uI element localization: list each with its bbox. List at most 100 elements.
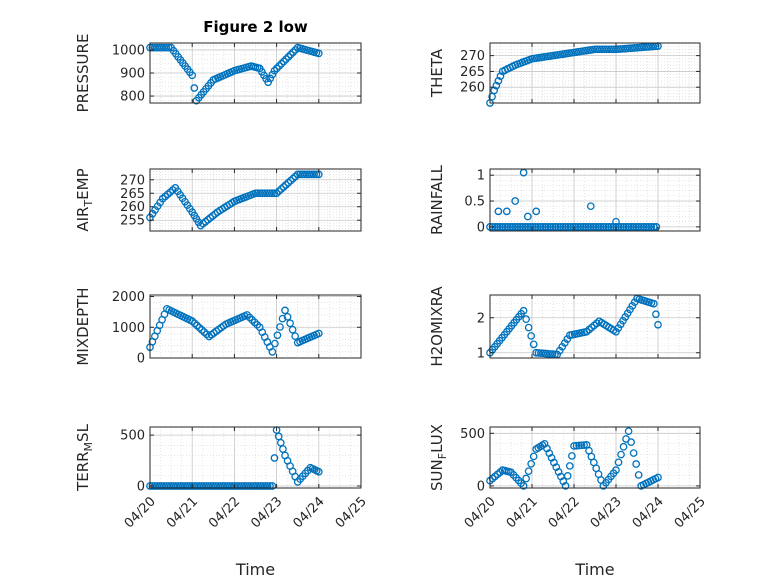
y-tick-label: 1 [477,346,485,361]
data-point [529,452,538,461]
data-point [639,223,648,231]
data-point [534,223,542,231]
data-point [270,189,279,198]
y-axis-label: PRESSURE [74,34,92,113]
data-point [289,48,297,57]
y-tick-label: 260 [460,81,485,96]
data-point [225,482,234,490]
data-point [188,71,197,80]
chart-panel-mixdepth: 0 1000 2000 MIXDEPTH [74,287,362,367]
x-axis-label: Time [235,560,275,579]
data-point [264,78,273,87]
data-point [200,328,209,336]
data-point [272,64,281,73]
data-point [649,223,658,231]
data-point [527,332,536,340]
data-point [565,462,574,470]
y-axis-label: H2OMIXRA [428,286,446,367]
data-point [496,223,504,231]
y-tick-label: 500 [120,429,145,444]
data-point [586,223,595,231]
data-point [597,223,605,231]
data-point [527,459,536,468]
data-point [629,449,638,457]
y-tick-label: 500 [460,427,485,442]
x-tick-label: 04/21 [504,494,541,531]
data-point [637,223,646,231]
x-tick-label: 04/23 [588,494,625,531]
data-point [549,223,557,231]
axes-box [489,294,701,359]
data-point [617,450,625,459]
data-point [259,482,267,490]
data-point [288,325,297,334]
data-point [589,223,598,231]
y-tick-label: 0.5 [464,195,485,210]
data-point [162,43,171,52]
data-point [581,223,590,231]
y-tick-label: 1000 [112,321,145,336]
chart-panel-pressure: 800 900 1000 PRESSURE Figure 2 low [74,18,362,113]
x-tick-label: 04/24 [630,494,667,531]
data-point [577,441,586,450]
data-point [266,74,275,83]
axes-box [149,294,362,359]
data-point [193,321,201,330]
data-point [277,185,286,193]
y-tick-label: 0 [477,220,485,235]
data-point [579,223,588,231]
data-point [554,223,562,231]
data-point [614,458,623,467]
data-point [256,482,265,490]
data-point [647,223,656,231]
data-point [654,473,662,482]
chart-title: Figure 2 low [203,18,308,36]
y-tick-label: 270 [120,173,145,188]
data-point [268,482,277,490]
y-tick-label: 2000 [112,290,145,305]
data-point [607,223,615,231]
data-point [511,197,520,205]
data-point [604,223,613,231]
y-tick-label: 2 [477,311,485,326]
data-point [235,482,243,490]
data-point [188,317,197,325]
data-point [195,323,204,332]
y-tick-label: 265 [460,65,485,80]
data-point [276,323,284,331]
data-point [642,223,651,231]
data-point [503,223,512,231]
data-point [612,217,620,226]
data-point [591,223,600,231]
x-tick-label: 04/20 [462,494,499,531]
data-point [580,441,588,449]
data-point [594,223,603,231]
data-point [275,187,283,196]
data-point [619,442,628,451]
chart-panel-h2omixra: 1 2 H2OMIXRA [428,286,701,367]
data-point [268,189,276,198]
x-tick-label: 04/22 [206,494,243,531]
data-point [564,223,572,231]
data-point [556,223,565,231]
data-point [518,223,527,231]
data-point [539,223,547,231]
data-point [282,181,290,189]
x-tick-label: 04/22 [546,494,583,531]
x-tick-label: 04/23 [248,494,285,531]
data-point [529,340,538,349]
data-point [277,59,286,68]
chart-panel-terr-msl: 0 500 TERRMSL 04/20 04/21 04/22 04/23 04/24 04/2… [74,423,370,579]
x-tick-label: 04/21 [164,494,201,531]
y-tick-label: 1000 [112,43,145,58]
data-point [282,55,290,64]
y-tick-label: 255 [120,214,145,229]
data-point [634,471,643,479]
data-point [513,223,522,231]
axes-box [149,426,362,489]
data-point [279,183,288,191]
data-point [622,223,630,231]
data-point [272,189,281,198]
chart-panel-rainfall: 0 0.5 1 RAINFALL [428,164,701,235]
